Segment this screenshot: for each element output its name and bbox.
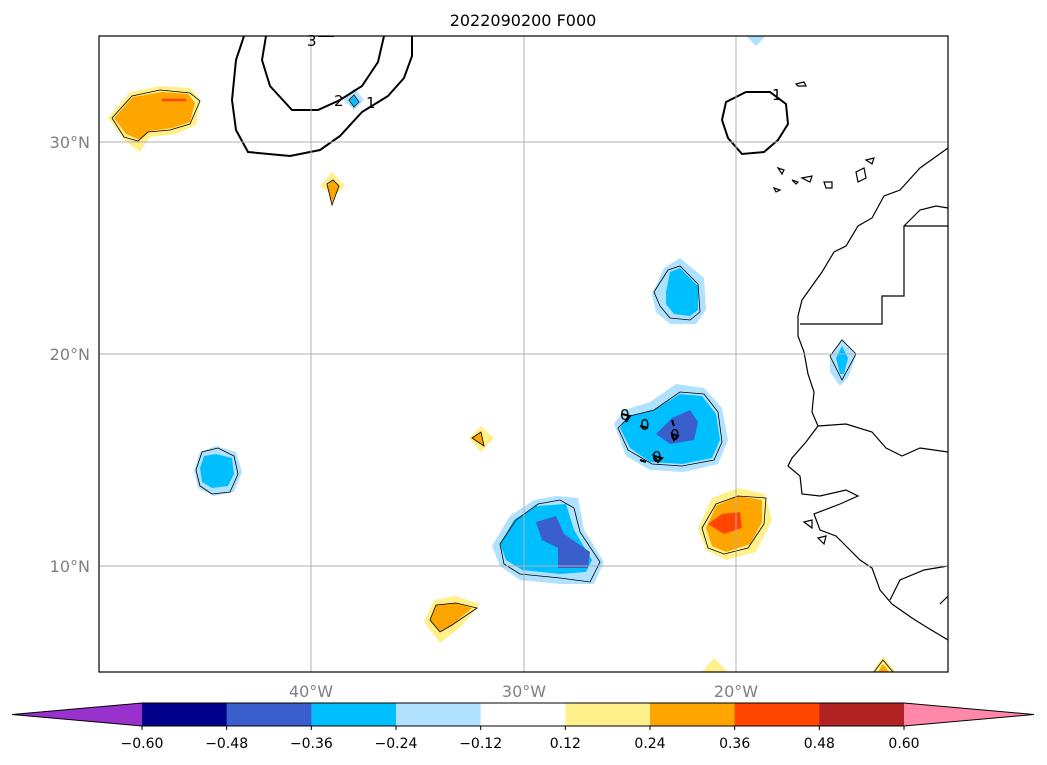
colorbar-segment bbox=[142, 703, 228, 726]
contour-label: 0 bbox=[670, 426, 680, 444]
positive-anomaly-nw bbox=[108, 86, 201, 152]
positive-anomaly-small-1 bbox=[320, 172, 345, 207]
colorbar-segment bbox=[819, 703, 905, 726]
map-frame bbox=[98, 35, 949, 673]
positive-anomaly-east bbox=[698, 488, 772, 560]
lon-label-20w: 20°W bbox=[714, 682, 758, 701]
lat-label-20n: 20°N bbox=[50, 345, 90, 364]
lon-label-40w: 40°W bbox=[289, 682, 333, 701]
contour-labels: 3 2 1 1 0 0 0 0 bbox=[307, 32, 782, 466]
colorbar-segment bbox=[396, 703, 482, 726]
colorbar-segment bbox=[226, 703, 312, 726]
latitude-labels: 30°N 20°N 10°N bbox=[50, 133, 90, 576]
colorbar-segment bbox=[480, 703, 566, 726]
colorbar-segment bbox=[565, 703, 651, 726]
positive-anomaly-small-2 bbox=[469, 426, 494, 452]
colorbar-segment bbox=[734, 703, 820, 726]
contour-label: 0 bbox=[652, 448, 662, 466]
contour-lines bbox=[230, 36, 790, 464]
colorbar-extend-low bbox=[12, 703, 142, 726]
negative-anomaly-central bbox=[614, 258, 728, 472]
colorbar-tick-label: 0.12 bbox=[550, 736, 581, 752]
contour-label: 2 bbox=[334, 92, 344, 110]
positive-anomaly-edge bbox=[702, 656, 896, 672]
colorbar-tick-label: 0.36 bbox=[719, 736, 750, 752]
colorbar-tick-label: 0.48 bbox=[804, 736, 835, 752]
positive-anomaly-south bbox=[424, 596, 480, 643]
contour-label: 0 bbox=[640, 416, 650, 434]
map-panel: 3 2 1 1 0 0 0 0 bbox=[98, 32, 949, 673]
negative-anomaly-small-top bbox=[344, 36, 766, 110]
contour-label: 1 bbox=[366, 94, 376, 112]
contour-label: 0 bbox=[620, 406, 630, 424]
colorbar-tick-label: −0.48 bbox=[205, 736, 248, 752]
gridlines bbox=[99, 36, 948, 672]
colorbar-tick-label: −0.36 bbox=[290, 736, 333, 752]
lat-label-30n: 30°N bbox=[50, 133, 90, 152]
colorbar-segment bbox=[650, 703, 736, 726]
negative-anomaly-mid-west bbox=[194, 446, 242, 496]
contour-label: 3 bbox=[307, 32, 317, 50]
colorbar-segment bbox=[311, 703, 397, 726]
lon-label-30w: 30°W bbox=[502, 682, 546, 701]
colorbar-tick-label: 0.60 bbox=[888, 736, 919, 752]
colorbar-tick-label: −0.60 bbox=[121, 736, 164, 752]
contour-label: 1 bbox=[772, 86, 782, 104]
colorbar-tick-label: −0.24 bbox=[375, 736, 418, 752]
colorbar-tick-label: −0.12 bbox=[459, 736, 502, 752]
lat-label-10n: 10°N bbox=[50, 557, 90, 576]
longitude-labels: 40°W 30°W 20°W bbox=[289, 682, 758, 701]
coastline-africa bbox=[772, 81, 948, 641]
map-title: 2022090200 F000 bbox=[450, 11, 597, 30]
colorbar-tick-label: 0.24 bbox=[634, 736, 665, 752]
colorbar: −0.60 −0.48 −0.36 −0.24 −0.12 0.12 0.24 0.36 0.4… bbox=[11, 702, 1035, 752]
colorbar-extend-high bbox=[904, 703, 1034, 726]
negative-anomaly-south-central bbox=[492, 496, 604, 584]
